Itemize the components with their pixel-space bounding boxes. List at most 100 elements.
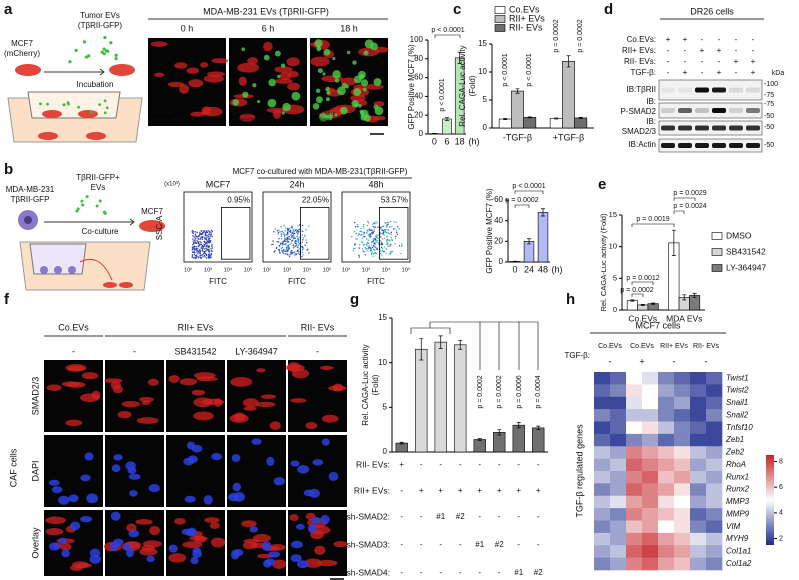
- event: [390, 243, 392, 246]
- ev-dot: [103, 210, 107, 214]
- y-tick-label: 0: [419, 129, 424, 138]
- cell: [117, 410, 132, 419]
- event: [203, 240, 205, 243]
- event: [375, 235, 378, 238]
- event: [197, 251, 199, 253]
- event: [202, 256, 204, 258]
- cell: [193, 372, 216, 379]
- nucleus: [291, 540, 303, 549]
- event: [382, 231, 385, 234]
- panel-label: b: [4, 161, 13, 178]
- error-bar: [578, 117, 583, 119]
- event: [282, 251, 284, 253]
- heat-cell: [642, 458, 659, 472]
- cell-icon: [86, 132, 106, 140]
- micrograph-content: [168, 372, 224, 421]
- heat-cell: [658, 409, 675, 422]
- label: 0 h: [181, 23, 194, 33]
- cell: [179, 84, 190, 94]
- micrograph-content: [168, 517, 226, 565]
- heat-cell: [626, 396, 643, 410]
- event: [382, 229, 385, 232]
- gfp-signal: [325, 86, 330, 92]
- condition-value: -: [439, 568, 442, 577]
- heat-cell: [706, 532, 723, 546]
- row-label: VIM: [726, 522, 741, 531]
- cell: [333, 541, 348, 548]
- y-tick-label: 5: [613, 273, 617, 282]
- p-value: p < 0.0001: [512, 183, 545, 190]
- error-bar: [527, 238, 531, 245]
- error-bar: [477, 438, 482, 441]
- y-tick-label: 10: [378, 358, 387, 367]
- event: [387, 229, 389, 232]
- heat-cell: [706, 446, 723, 459]
- event: [358, 244, 361, 246]
- heat-cell: [610, 421, 627, 435]
- cell: [76, 563, 92, 569]
- ev-dot: [82, 40, 87, 44]
- event: [200, 236, 202, 238]
- bar: [395, 442, 408, 453]
- event: [205, 247, 207, 250]
- event: [372, 241, 375, 243]
- event: [193, 257, 195, 259]
- event: [366, 229, 369, 232]
- colorbar: [766, 455, 774, 545]
- blot: [658, 138, 763, 153]
- gfp-signal: [354, 103, 359, 108]
- nucleus: [48, 542, 61, 551]
- event: [207, 255, 210, 258]
- row-label: MYH9: [726, 534, 749, 543]
- event: [365, 248, 367, 250]
- band: [712, 87, 726, 93]
- event: [360, 241, 363, 243]
- gfp-signal: [360, 79, 369, 87]
- cell: [269, 421, 281, 431]
- event: [369, 236, 371, 239]
- bar: [511, 90, 524, 129]
- event: [286, 232, 289, 234]
- panel-label: f: [4, 291, 10, 308]
- event: [358, 254, 360, 257]
- event: [361, 231, 363, 233]
- heat-cell: [690, 458, 707, 472]
- event: [195, 245, 197, 248]
- condition-value: +: [419, 486, 424, 495]
- event: [290, 226, 292, 229]
- event: [394, 228, 396, 230]
- event: [199, 233, 201, 236]
- condition-value: -: [459, 540, 462, 549]
- event: [397, 226, 399, 228]
- event: [297, 239, 299, 242]
- event: [289, 231, 292, 233]
- heat-cell: [610, 433, 627, 447]
- label: -: [667, 46, 670, 55]
- cell: [268, 543, 286, 551]
- label: -: [752, 35, 755, 44]
- gfp-signal: [332, 56, 336, 61]
- event: [366, 250, 368, 252]
- label: kDa: [772, 70, 785, 77]
- arrow: [44, 68, 105, 76]
- event: [194, 237, 197, 239]
- event: [278, 249, 281, 252]
- band: [746, 108, 760, 113]
- band: [661, 143, 675, 148]
- condition-value: -: [400, 512, 403, 521]
- error-bar: [692, 293, 697, 298]
- event: [368, 246, 370, 249]
- event: [369, 228, 371, 230]
- nucleus: [186, 441, 196, 450]
- heat-cell: [642, 520, 659, 534]
- condition-value: -: [439, 460, 442, 469]
- event: [375, 234, 378, 236]
- x-tick-label: 48: [538, 264, 548, 274]
- label: TGF-β:: [631, 68, 656, 77]
- nucleus: [125, 461, 136, 471]
- label: -: [718, 57, 721, 66]
- event: [367, 242, 369, 244]
- event: [211, 245, 213, 247]
- gfp-signal: [232, 99, 240, 106]
- event: [301, 234, 303, 236]
